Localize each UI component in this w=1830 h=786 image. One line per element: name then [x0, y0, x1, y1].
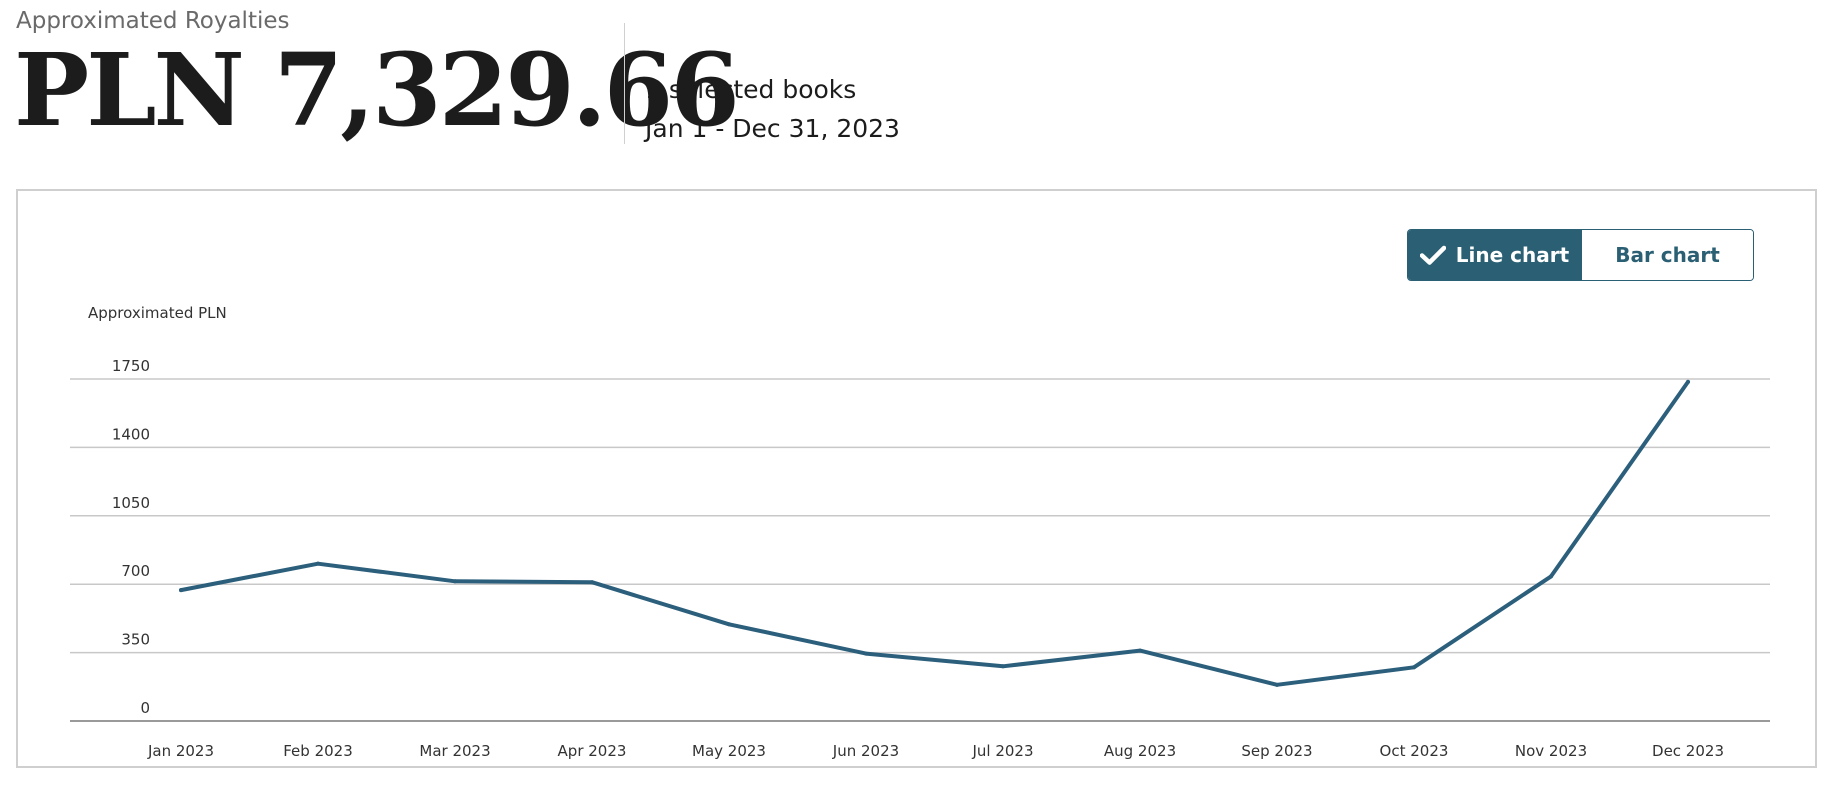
data-point: [316, 561, 320, 566]
data-point: [727, 622, 731, 627]
royalties-line-chart: Approximated PLN 0 350 700 1050 1400 1750 Jan…: [70, 304, 1770, 760]
y-axis-ticks: 0 350 700 1050 1400 1750: [112, 357, 150, 717]
x-tick-label: Jul 2023: [971, 742, 1033, 760]
header-divider: [624, 23, 625, 144]
x-tick-label: Jun 2023: [832, 742, 899, 760]
data-point: [179, 588, 183, 593]
data-point: [1275, 682, 1279, 687]
y-tick-label: 1050: [112, 494, 150, 512]
data-point: [590, 580, 594, 585]
x-tick-label: Mar 2023: [419, 742, 490, 760]
royalties-total: PLN 7,329.66: [14, 31, 740, 149]
selected-books-count: 1 selected books: [645, 75, 857, 104]
grid-lines: [70, 378, 1770, 722]
x-tick-label: Nov 2023: [1515, 742, 1587, 760]
y-tick-label: 1400: [112, 425, 150, 443]
chart-panel: Approximated PLN 0 350 700 1050 1400 1750 Jan…: [16, 189, 1817, 768]
x-tick-label: Aug 2023: [1104, 742, 1176, 760]
y-axis-label: Approximated PLN: [88, 304, 227, 322]
x-tick-label: Jan 2023: [147, 742, 214, 760]
line-chart-label: Line chart: [1455, 243, 1570, 267]
chart-type-toggle: Line chart Bar chart: [1407, 229, 1754, 281]
data-point: [1549, 574, 1553, 579]
series-layer: [179, 379, 1690, 687]
y-tick-label: 700: [121, 562, 150, 580]
checkmark-icon: [1419, 245, 1446, 265]
x-tick-label: May 2023: [692, 742, 766, 760]
date-range: Jan 1 - Dec 31, 2023: [645, 114, 900, 143]
x-tick-label: Oct 2023: [1380, 742, 1449, 760]
x-tick-label: Sep 2023: [1241, 742, 1312, 760]
data-point: [1138, 648, 1142, 653]
series-line: [179, 379, 1690, 687]
data-point: [1412, 665, 1416, 670]
bar-chart-label: Bar chart: [1615, 243, 1720, 267]
x-tick-label: Feb 2023: [283, 742, 353, 760]
x-axis-ticks: Jan 2023 Feb 2023 Mar 2023 Apr 2023 May 2023…: [147, 742, 1724, 760]
y-tick-label: 0: [140, 699, 150, 717]
y-tick-label: 350: [121, 631, 150, 649]
bar-chart-button[interactable]: Bar chart: [1581, 230, 1753, 280]
data-point: [453, 579, 457, 584]
x-tick-label: Dec 2023: [1652, 742, 1724, 760]
data-point: [864, 651, 868, 656]
royalties-kicker: Approximated Royalties: [16, 8, 290, 34]
y-tick-label: 1750: [112, 357, 150, 375]
data-point: [1686, 379, 1690, 384]
line-chart-button[interactable]: Line chart: [1408, 230, 1581, 280]
data-point: [1001, 664, 1005, 669]
x-tick-label: Apr 2023: [558, 742, 627, 760]
